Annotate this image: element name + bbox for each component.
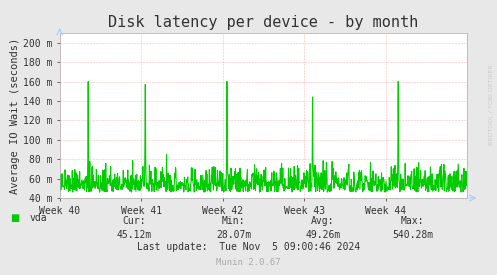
Title: Disk latency per device - by month: Disk latency per device - by month xyxy=(108,15,418,31)
Text: RRDTOOL / TOBI OETIKER: RRDTOOL / TOBI OETIKER xyxy=(488,64,493,145)
Text: 49.26m: 49.26m xyxy=(306,230,340,240)
Text: ■: ■ xyxy=(10,213,19,223)
Text: 28.07m: 28.07m xyxy=(216,230,251,240)
Y-axis label: Average IO Wait (seconds): Average IO Wait (seconds) xyxy=(10,37,20,194)
Text: Last update:  Tue Nov  5 09:00:46 2024: Last update: Tue Nov 5 09:00:46 2024 xyxy=(137,242,360,252)
Text: Avg:: Avg: xyxy=(311,216,335,226)
Text: Cur:: Cur: xyxy=(122,216,146,226)
Text: Max:: Max: xyxy=(401,216,424,226)
Text: 540.28m: 540.28m xyxy=(392,230,433,240)
Text: Munin 2.0.67: Munin 2.0.67 xyxy=(216,258,281,267)
Text: 45.12m: 45.12m xyxy=(117,230,152,240)
Text: vda: vda xyxy=(30,213,47,223)
Text: Min:: Min: xyxy=(222,216,246,226)
